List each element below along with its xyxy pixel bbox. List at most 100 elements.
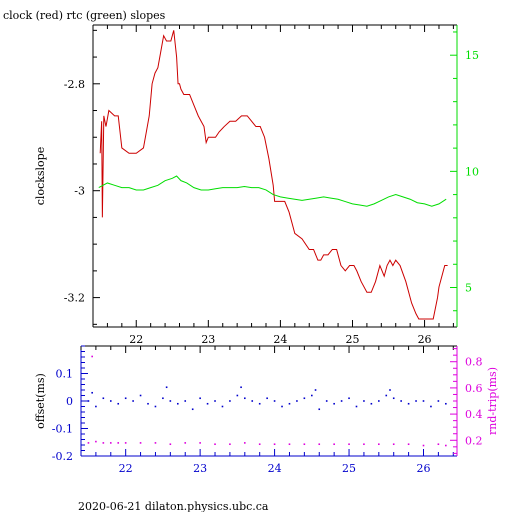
offset-point	[400, 400, 402, 402]
rndtrip-point	[445, 444, 447, 447]
offset-point	[314, 389, 317, 391]
left-axis-label: clockslope	[34, 147, 47, 205]
offset-point	[165, 386, 168, 389]
offset-point	[147, 402, 149, 405]
offset-point	[407, 402, 410, 405]
offset-point	[102, 397, 105, 400]
offset-point	[303, 397, 306, 400]
offset-point	[109, 400, 112, 402]
offset-point	[266, 397, 268, 400]
x-tick-label: 24	[268, 462, 282, 475]
rtc-slope-line	[98, 175, 447, 207]
offset-point	[132, 400, 134, 402]
offset-point	[236, 394, 239, 397]
rndtrip-point	[244, 442, 246, 444]
rndtrip-point	[199, 442, 201, 444]
rndtrip-point	[422, 444, 425, 447]
right-tick-label: 0.4	[465, 408, 483, 421]
x-tick-label: 23	[193, 462, 207, 475]
right-tick-label: 5	[465, 282, 472, 295]
offset-point	[340, 400, 343, 402]
offset-point	[363, 400, 365, 402]
right-tick-label: 15	[465, 49, 479, 62]
rndtrip-point	[154, 442, 157, 444]
rndtrip-point	[139, 442, 142, 444]
rndtrip-point	[95, 440, 97, 443]
rndtrip-point	[91, 355, 93, 358]
offset-point	[199, 397, 201, 400]
x-tick-label: 24	[273, 333, 287, 346]
rndtrip-point	[318, 443, 321, 446]
offset-point	[258, 402, 261, 405]
x-tick-label: 25	[342, 462, 356, 475]
rndtrip-point	[288, 443, 291, 446]
offset-point	[191, 408, 194, 411]
left-tick-label: -3.2	[64, 292, 85, 305]
rndtrip-point	[214, 443, 216, 446]
rndtrip-point	[124, 442, 127, 444]
x-tick-label: 22	[129, 333, 143, 346]
left-tick-label: -3	[74, 185, 85, 198]
left-tick-label: -2.8	[64, 78, 85, 91]
rndtrip-point	[169, 443, 172, 446]
right-tick-label: 0.8	[465, 356, 483, 369]
offset-point	[244, 397, 246, 400]
offset-point	[162, 397, 164, 400]
right-tick-label: 10	[465, 165, 479, 178]
rndtrip-point	[392, 443, 395, 446]
clock-slope-line	[99, 30, 448, 320]
rndtrip-point	[102, 442, 105, 444]
offset-point	[206, 402, 209, 405]
offset-point	[240, 386, 242, 389]
left-tick-label: 0	[66, 395, 73, 408]
rndtrip-point	[273, 443, 276, 446]
x-tick-label: 26	[416, 462, 430, 475]
offset-point	[214, 400, 216, 402]
x-tick-label: 22	[119, 462, 133, 475]
offset-point	[318, 408, 321, 411]
offset-point	[95, 405, 97, 408]
offset-point	[91, 391, 93, 394]
offset-point	[422, 400, 425, 402]
offset-point	[169, 400, 172, 402]
rndtrip-point	[87, 442, 90, 444]
top-panel: 22 23 24 25 26 -3.2 -3 -2.8 clockslope 5 10 15	[34, 24, 479, 346]
rndtrip-point	[109, 442, 112, 444]
chart-title: clock (red) rtc (green) slopes	[3, 9, 166, 22]
offset-point	[87, 400, 90, 402]
rndtrip-point	[333, 443, 335, 446]
x-tick-label: 23	[201, 333, 215, 346]
offset-point	[281, 405, 283, 408]
rndtrip-point	[229, 443, 231, 446]
x-tick-label: 25	[345, 333, 359, 346]
rndtrip-point	[363, 443, 365, 446]
right-tick-label: 0.6	[465, 382, 483, 395]
offset-point	[392, 397, 395, 400]
offset-point	[288, 402, 291, 405]
rndtrip-point	[258, 443, 261, 446]
offset-point	[389, 389, 391, 391]
offset-point	[325, 400, 328, 402]
offset-point	[445, 402, 447, 405]
rndtrip-point	[437, 443, 440, 446]
offset-point	[184, 400, 187, 402]
footer-text: 2020-06-21 dilaton.physics.ubc.ca	[78, 500, 269, 512]
offset-point	[124, 397, 127, 400]
offset-point	[139, 394, 142, 397]
offset-point	[370, 402, 373, 405]
offset-point	[154, 405, 157, 408]
offset-point	[221, 405, 224, 408]
offset-point	[117, 402, 120, 405]
bottom-panel: 22 23 24 25 26 -0.2 -0.1 0 0.1 offset(ms) 0.2 0.4 0.…	[34, 345, 499, 475]
rndtrip-point	[184, 442, 187, 444]
rndtrip-point	[378, 443, 380, 446]
offset-point	[385, 394, 388, 397]
x-tick-label: 26	[418, 333, 432, 346]
offset-point	[348, 397, 350, 400]
offset-point	[229, 400, 231, 402]
left-axis-label: offset(ms)	[34, 373, 47, 429]
offset-point	[176, 402, 179, 405]
offset-point	[415, 400, 417, 402]
offset-point	[437, 400, 440, 402]
